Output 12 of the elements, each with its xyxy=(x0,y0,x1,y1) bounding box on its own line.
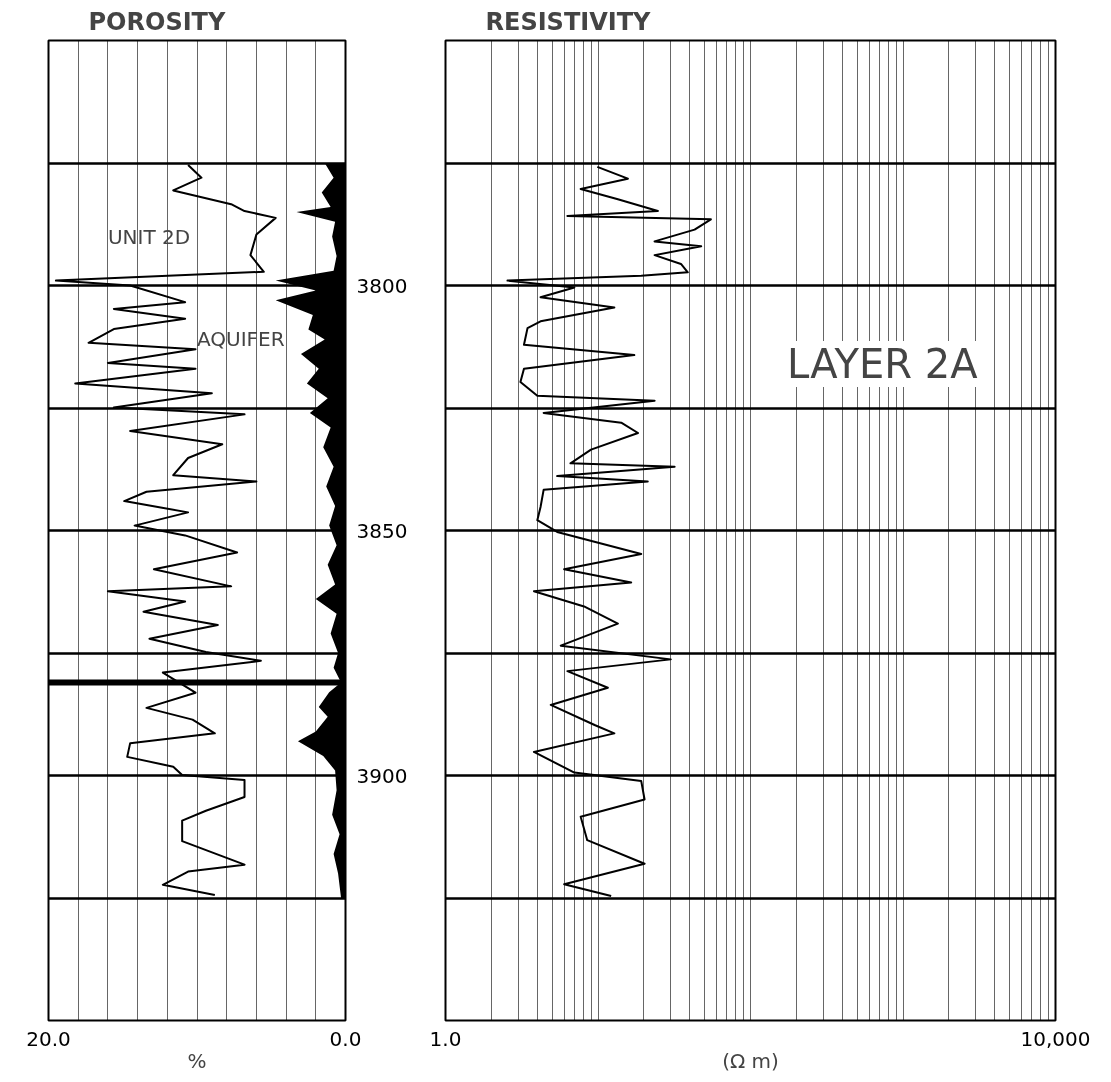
x-tick-label: 20.0 xyxy=(26,1026,71,1051)
x-axis-title: % xyxy=(187,1048,207,1073)
y-tick-label: 3850 xyxy=(356,518,408,543)
x-axis-title: (Ω m) xyxy=(722,1048,779,1073)
y-tick-label: 3800 xyxy=(356,273,408,298)
x-tick-label: 10,000 xyxy=(1020,1026,1091,1051)
x-tick-label: 0.0 xyxy=(329,1026,362,1051)
chart-title: POROSITY xyxy=(88,7,226,36)
annotation: LAYER 2A xyxy=(787,340,979,387)
x-tick-label: 1.0 xyxy=(429,1026,462,1051)
y-tick-label: 3900 xyxy=(356,763,408,788)
chart-title: RESISTIVITY xyxy=(485,7,652,36)
